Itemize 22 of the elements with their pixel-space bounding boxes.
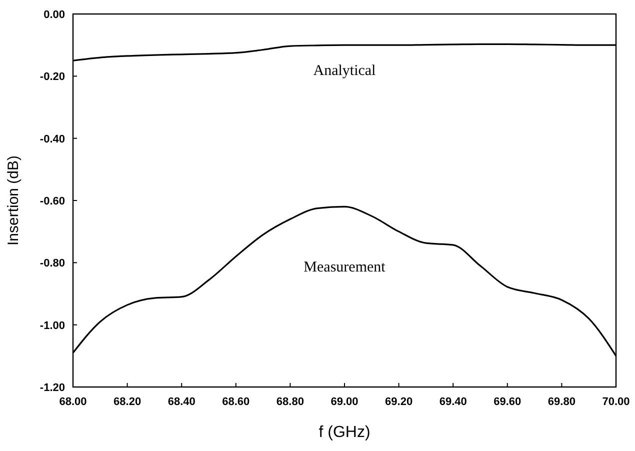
text: Measurement (304, 260, 386, 276)
series-label: Analytical (313, 63, 376, 80)
x-tick-label: 68.00 (59, 396, 87, 408)
x-axis-title: f (GHz) (318, 424, 370, 441)
y-tick-label: -1.20 (40, 382, 65, 394)
x-tick-label: 69.40 (439, 396, 467, 408)
y-tick-label: -0.60 (40, 196, 65, 208)
x-tick-label: 69.60 (494, 396, 522, 408)
y-tick-label: -0.80 (40, 258, 65, 270)
x-tick-label: 68.60 (222, 396, 250, 408)
y-tick-label: -0.40 (40, 133, 65, 146)
y-tick-label: 0.00 (44, 9, 65, 21)
x-tick-label: 68.80 (276, 396, 304, 408)
x-tick-label: 70.00 (602, 396, 630, 408)
y-tick-label: -1.00 (40, 320, 65, 332)
y-tick-label: -0.20 (40, 71, 65, 84)
x-tick-label: 69.00 (330, 396, 358, 408)
x-tick-label: 69.20 (385, 396, 413, 408)
x-tick-label: 68.20 (114, 396, 142, 408)
x-tick-label: 69.80 (548, 396, 576, 408)
y-axis-title: Insertion (dB) (5, 155, 22, 246)
x-tick-label: 68.40 (168, 396, 196, 408)
